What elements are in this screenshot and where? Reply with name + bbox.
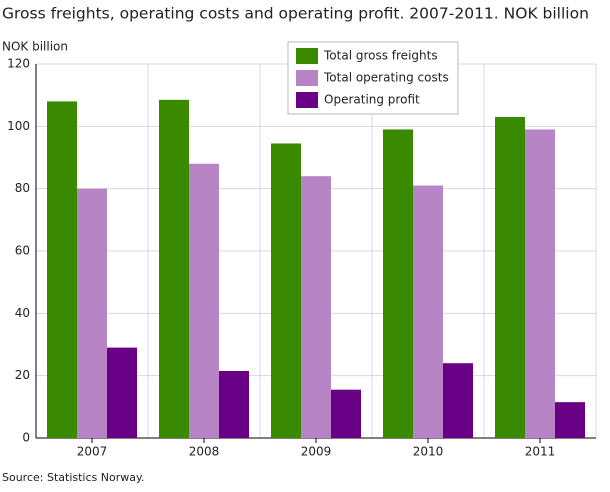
bar — [301, 176, 331, 438]
legend-swatch — [296, 70, 318, 86]
x-tick-label: 2011 — [525, 445, 556, 459]
bar — [159, 99, 189, 438]
bar — [331, 389, 361, 438]
y-tick-label: 40 — [15, 306, 30, 320]
y-tick-label: 80 — [15, 181, 30, 195]
y-tick-label: 60 — [15, 244, 30, 258]
bar — [413, 185, 443, 438]
bar — [495, 116, 525, 438]
bar — [189, 163, 219, 438]
y-tick-label: 120 — [7, 57, 30, 71]
bar — [525, 129, 555, 438]
bar — [77, 188, 107, 438]
y-tick-label: 0 — [22, 431, 30, 445]
bar — [383, 129, 413, 438]
x-tick-label: 2009 — [301, 445, 332, 459]
bar — [107, 347, 137, 438]
bar — [271, 143, 301, 438]
source: Source: Statistics Norway. — [2, 471, 144, 484]
legend-label: Operating profit — [324, 93, 420, 107]
bar — [47, 101, 77, 439]
bar — [443, 363, 473, 438]
legend-swatch — [296, 48, 318, 64]
x-tick-label: 2010 — [413, 445, 444, 459]
bar — [555, 402, 585, 438]
y-tick-label: 100 — [7, 119, 30, 133]
x-tick-label: 2007 — [77, 445, 108, 459]
bar — [219, 370, 249, 438]
legend-label: Total gross freights — [323, 49, 438, 63]
x-tick-label: 2008 — [189, 445, 220, 459]
chart-title: Gross freights, operating costs and oper… — [2, 5, 589, 23]
legend-swatch — [296, 92, 318, 108]
y-tick-label: 20 — [15, 368, 30, 382]
legend-label: Total operating costs — [323, 71, 449, 85]
y-axis-label: NOK billion — [2, 40, 68, 54]
